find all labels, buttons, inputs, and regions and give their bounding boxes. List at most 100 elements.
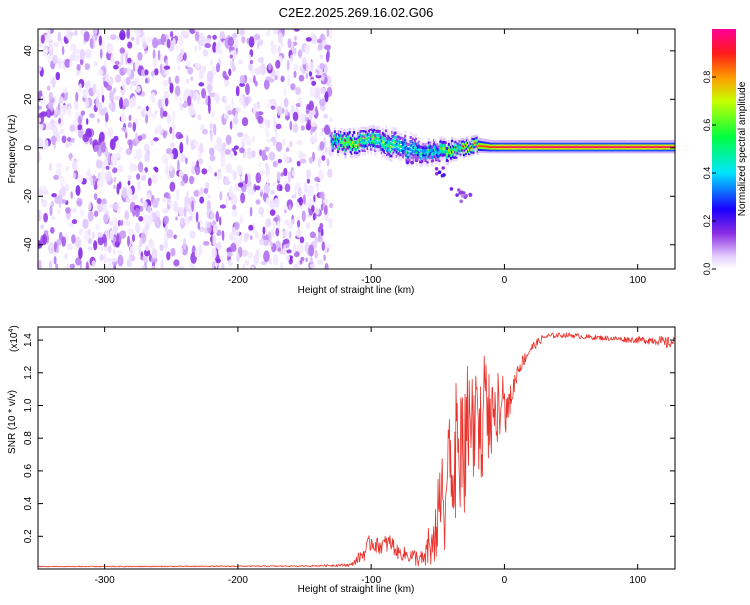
noise-cell (269, 209, 276, 216)
noise-cell (228, 186, 234, 198)
noise-cell (106, 84, 113, 91)
noise-cell (40, 224, 45, 230)
signal-cell (366, 150, 369, 154)
noise-cell (302, 194, 306, 205)
signal-cell (524, 150, 527, 154)
noise-cell (49, 162, 52, 172)
signal-cell (435, 141, 438, 144)
noise-cell (319, 141, 325, 151)
noise-cell (201, 88, 206, 99)
noise-cell (283, 97, 289, 108)
signal-cell (390, 158, 393, 162)
snr-multiplier-base: (x10 (9, 332, 20, 352)
signal-cell (347, 140, 350, 143)
noise-cell (42, 189, 49, 196)
noise-cell (93, 210, 99, 217)
noise-cell (101, 198, 107, 206)
noise-cell (282, 107, 285, 114)
noise-cell (82, 133, 90, 143)
noise-cell (61, 236, 66, 247)
noise-cell (212, 224, 218, 235)
signal-cell (372, 126, 375, 130)
noise-cell (44, 139, 49, 150)
noise-cell (85, 48, 92, 59)
noise-cell (320, 228, 324, 237)
noise-cell (97, 202, 103, 213)
signal-cell (451, 139, 454, 143)
noise-cell (313, 86, 321, 97)
snr-multiplier: (x104) (8, 325, 20, 352)
noise-cell (40, 34, 45, 44)
noise-cell (284, 115, 290, 120)
noise-cell (312, 212, 316, 221)
signal-cell (426, 160, 429, 164)
noise-cell (228, 46, 235, 51)
noise-cell (296, 160, 301, 167)
noise-cell (239, 29, 246, 36)
signal-cell (533, 140, 536, 143)
noise-cell (279, 262, 284, 269)
snr-y-tick-label: 1.4 (23, 333, 34, 347)
signal-cell (533, 141, 536, 145)
noise-cell (176, 54, 183, 62)
signal-cell (446, 161, 449, 165)
signal-cell (475, 136, 478, 139)
signal-cell (629, 141, 632, 145)
signal-cell (461, 137, 464, 141)
signal-cell (471, 137, 474, 140)
signal-cell (369, 125, 372, 129)
noise-cell (324, 44, 331, 51)
noise-cell (215, 42, 221, 55)
noise-cell (177, 159, 180, 172)
noise-cell (126, 67, 132, 77)
signal-cell (605, 148, 608, 152)
signal-cell (457, 154, 460, 158)
signal-cell (388, 156, 391, 160)
signal-cell (369, 132, 372, 136)
noise-cell (122, 220, 126, 226)
signal-cell (348, 131, 351, 134)
signal-cell (356, 151, 359, 155)
noise-cell (95, 223, 100, 231)
noise-cell (319, 191, 325, 199)
noise-cell (254, 185, 261, 191)
noise-cell (179, 142, 184, 154)
noise-cell (161, 97, 165, 109)
noise-cell (266, 176, 270, 186)
signal-cell (391, 126, 394, 130)
signal-cell (362, 126, 365, 130)
signal-cell (556, 143, 559, 147)
noise-cell (241, 140, 245, 148)
noise-cell (243, 103, 246, 109)
signal-cell (369, 146, 372, 149)
signal-cell (394, 131, 397, 135)
noise-cell (199, 32, 205, 45)
branch-cell (434, 167, 439, 171)
signal-cell (394, 127, 397, 131)
noise-cell (125, 76, 131, 86)
noise-cell (284, 205, 288, 211)
spectrogram-y-tick-label: 40 (23, 45, 34, 57)
noise-cell (191, 200, 194, 212)
colorbar-tick-label: 0.0 (702, 263, 712, 276)
noise-cell (298, 74, 305, 82)
noise-cell (328, 202, 334, 209)
noise-cell (103, 253, 107, 265)
noise-cell (178, 265, 185, 269)
signal-cell (361, 142, 364, 145)
noise-cell (211, 247, 217, 259)
noise-cell (174, 75, 180, 84)
noise-cell (104, 157, 108, 167)
snr-multiplier-close: ) (9, 325, 20, 328)
noise-cell (326, 29, 330, 38)
noise-cell (107, 262, 113, 269)
noise-cell (178, 134, 184, 139)
noise-cell (283, 167, 288, 177)
noise-cell (318, 43, 323, 51)
signal-cell (362, 130, 365, 133)
noise-cell (327, 168, 333, 178)
noise-cell (206, 70, 214, 83)
noise-cell (120, 53, 124, 66)
noise-cell (53, 174, 59, 180)
noise-cell (124, 210, 130, 221)
